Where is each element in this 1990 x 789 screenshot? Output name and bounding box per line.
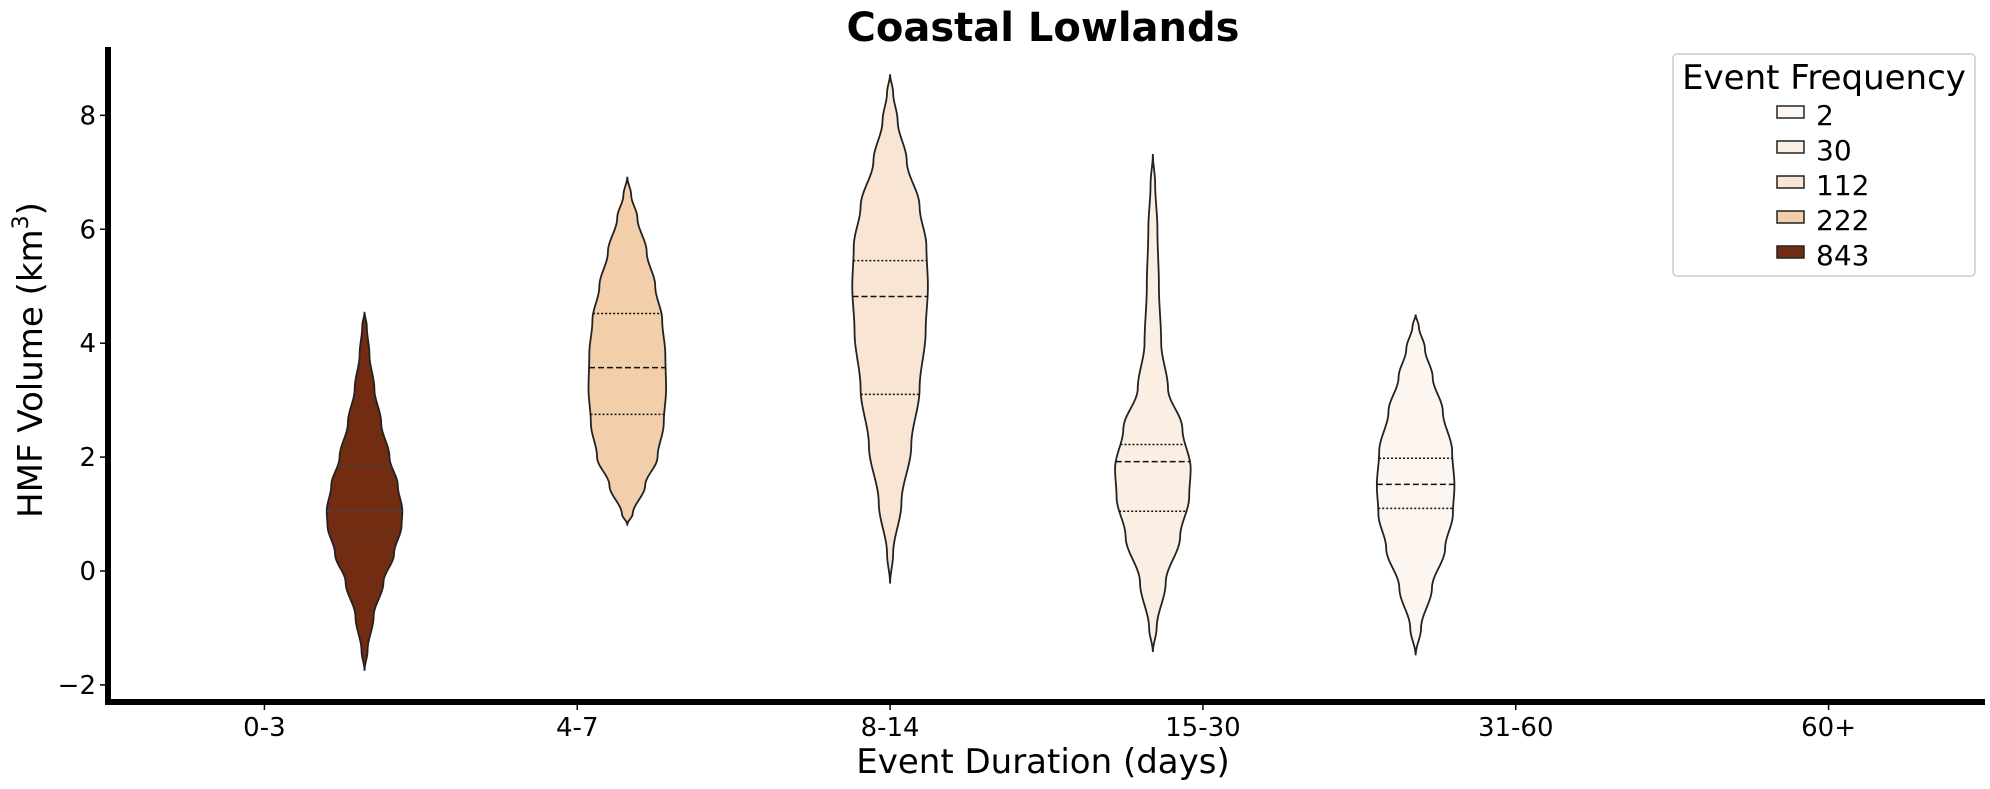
violin-15-30 [1114, 154, 1192, 652]
legend-title: Event Frequency [1682, 58, 1966, 98]
y-tick-label: −2 [58, 671, 96, 701]
legend-label: 30 [1816, 134, 1852, 167]
y-tick-label: 4 [79, 329, 96, 359]
x-tick-label: 15-30 [1165, 713, 1241, 743]
chart-title: Coastal Lowlands [847, 5, 1240, 51]
legend-label: 843 [1816, 239, 1869, 272]
y-axis-label: HMF Volume (km3) [9, 202, 51, 518]
violin-8-14 [851, 74, 929, 584]
x-tick-label: 4-7 [556, 713, 598, 743]
legend-swatch [1776, 210, 1805, 224]
legend-label: 2 [1816, 99, 1834, 132]
x-axis-label: Event Duration (days) [856, 742, 1229, 782]
x-tick-label: 0-3 [243, 713, 285, 743]
x-tick-label: 60+ [1801, 713, 1856, 743]
y-tick-label: 2 [79, 443, 96, 473]
legend-frame [1672, 53, 1976, 277]
y-tick-label: 0 [79, 557, 96, 587]
violin-0-3 [325, 311, 404, 671]
y-axis-label-superscript: 3 [9, 215, 34, 229]
x-tick-label: 8-14 [861, 713, 920, 743]
x-axis: 0-3 4-7 8-14 15-30 31-60 60+ [105, 699, 1985, 743]
y-axis-label-close: ) [11, 202, 51, 215]
violin-4-7 [587, 176, 667, 527]
legend-label: 112 [1816, 169, 1869, 202]
violins-layer [325, 74, 1456, 671]
legend-swatch [1776, 140, 1805, 154]
legend-swatch [1776, 105, 1805, 119]
y-tick-label: 6 [79, 215, 96, 245]
x-tick-label: 31-60 [1478, 713, 1554, 743]
y-axis-label-main: HMF Volume (km [11, 229, 51, 518]
y-axis: −2 0 2 4 6 8 [58, 47, 111, 705]
legend-swatch [1776, 175, 1805, 189]
y-tick-label: 8 [79, 101, 96, 131]
legend-swatch [1776, 245, 1805, 259]
legend-label: 222 [1816, 204, 1869, 237]
